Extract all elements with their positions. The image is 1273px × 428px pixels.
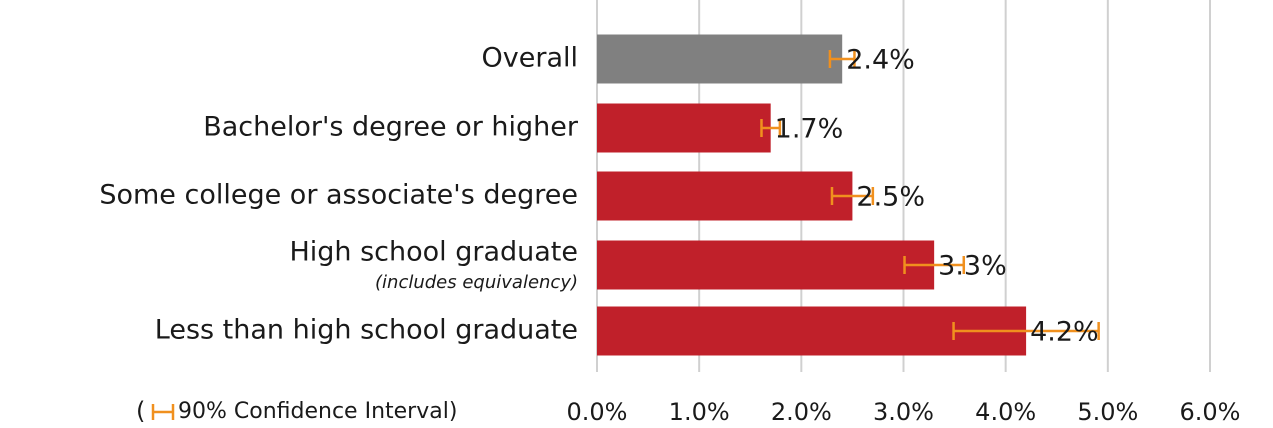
x-tick-label: 5.0%: [1077, 398, 1138, 426]
category-label: Overall: [482, 43, 579, 74]
x-tick-label: 6.0%: [1180, 398, 1241, 426]
error-bar: [760, 119, 782, 137]
bar: [597, 103, 771, 153]
value-label: 3.3%: [938, 251, 1007, 282]
legend-paren: (: [136, 397, 145, 425]
category-label: Less than high school graduate: [155, 315, 578, 346]
value-label: 1.7%: [775, 114, 844, 145]
value-label: 4.2%: [1030, 317, 1099, 348]
category-label: High school graduate: [289, 237, 578, 268]
category-note: (includes equivalency): [375, 272, 578, 293]
x-tick-label: 0.0%: [567, 398, 628, 426]
bar: [597, 240, 935, 290]
error-bar: [903, 256, 966, 274]
category-label: Some college or associate's degree: [99, 180, 578, 211]
category-label: Bachelor's degree or higher: [203, 112, 579, 143]
x-tick-label: 1.0%: [669, 398, 730, 426]
error-bar: [828, 50, 856, 68]
value-label: 2.4%: [846, 45, 915, 76]
x-tick-label: 4.0%: [975, 398, 1036, 426]
error-bar: [952, 322, 1100, 340]
legend-label: 90% Confidence Interval): [178, 399, 457, 424]
bar: [597, 34, 843, 84]
x-tick-label: 2.0%: [771, 398, 832, 426]
x-tick-label: 3.0%: [873, 398, 934, 426]
error-bar: [151, 404, 175, 420]
bar: [597, 171, 853, 221]
error-bar: [830, 187, 875, 205]
value-label: 2.5%: [856, 182, 925, 213]
